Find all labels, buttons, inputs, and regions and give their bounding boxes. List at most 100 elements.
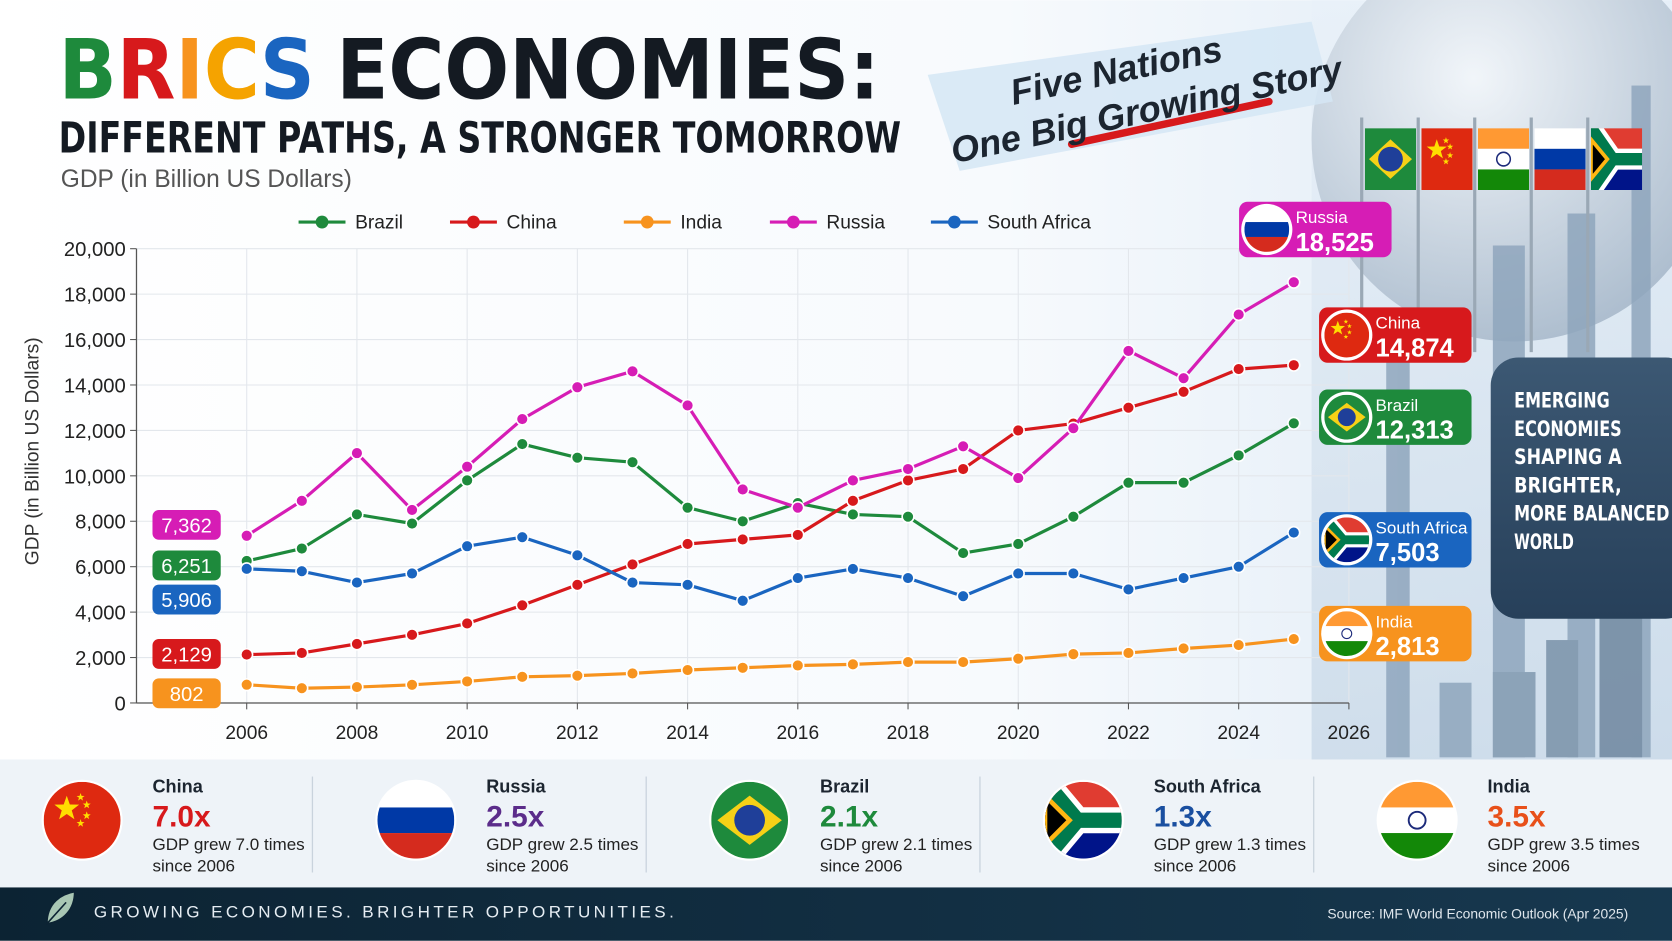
flag-part (1534, 169, 1586, 191)
card-multiplier: 2.1x (820, 801, 878, 834)
title-letter: R (117, 21, 176, 118)
card-multiplier: 1.3x (1154, 801, 1212, 834)
card-multiplier: 7.0x (152, 801, 210, 834)
data-point (846, 562, 860, 576)
building (1492, 672, 1536, 758)
flag (1590, 128, 1643, 191)
data-point (570, 380, 585, 394)
data-point (1066, 566, 1081, 581)
data-point (680, 537, 695, 551)
tagline-brush (927, 21, 1333, 171)
flag-part (1324, 626, 1370, 642)
footer-bar (0, 887, 1672, 941)
start-label-box (152, 678, 221, 709)
data-point (570, 669, 585, 683)
legend-marker (467, 215, 480, 229)
x-tick-label: 2024 (1217, 723, 1260, 744)
data-point (846, 507, 860, 522)
flag-part (1442, 137, 1450, 144)
flag-part (1244, 207, 1290, 223)
y-tick-label: 2,000 (75, 648, 126, 670)
flag (1324, 517, 1370, 563)
flag (1378, 781, 1456, 859)
start-label: 7,362 (161, 515, 212, 537)
data-point (956, 439, 970, 453)
data-point (570, 450, 585, 465)
side-note-line: ECONOMIES (1514, 417, 1621, 442)
flag-part (1590, 128, 1643, 191)
flag (1534, 128, 1586, 191)
flag (1421, 128, 1473, 191)
y-tick-label: 4,000 (75, 603, 126, 625)
flag-part (1324, 312, 1370, 358)
legend-label: Brazil (355, 212, 403, 233)
card-text: GDP grew 3.5 times (1488, 835, 1640, 854)
data-point (240, 529, 254, 543)
start-label-box (152, 550, 221, 581)
flag-part (1534, 128, 1586, 149)
unit-label: GDP (in Billion US Dollars) (61, 166, 352, 193)
legend-label: China (507, 212, 557, 233)
side-note-box (1490, 357, 1672, 619)
x-tick-label: 2010 (446, 723, 489, 744)
data-point (736, 482, 750, 497)
end-label-name: India (1376, 612, 1413, 631)
data-point (901, 510, 915, 524)
data-point (1287, 525, 1301, 540)
data-point (405, 516, 419, 531)
side-note-line: MORE BALANCED (1514, 502, 1669, 527)
end-label-value: 14,874 (1376, 334, 1455, 362)
data-point (350, 575, 364, 590)
data-point (1287, 275, 1301, 289)
data-point (1121, 582, 1136, 597)
end-label-name: Brazil (1376, 396, 1419, 415)
data-point (515, 670, 529, 684)
card-text: GDP grew 2.5 times (486, 835, 638, 854)
flag-part (1446, 151, 1454, 159)
flag-part (1477, 128, 1530, 149)
title-letter: C (204, 21, 260, 118)
building (1439, 682, 1472, 758)
flag-part (1045, 790, 1073, 851)
end-label-name: China (1376, 314, 1421, 333)
flag (1324, 394, 1370, 440)
data-point (901, 462, 915, 476)
title: BRICS ECONOMIES: (59, 21, 880, 118)
flag-part (1343, 334, 1349, 339)
start-label: 5,906 (161, 590, 212, 612)
data-point (295, 681, 309, 695)
legend-label: South Africa (987, 212, 1091, 233)
card-text: since 2006 (820, 856, 902, 875)
legend-label: Russia (826, 212, 885, 233)
card-country: India (1488, 777, 1531, 797)
y-tick-label: 18,000 (64, 285, 126, 307)
card-multiplier: 3.5x (1488, 801, 1546, 834)
data-point (460, 539, 474, 553)
flag-part (54, 795, 80, 820)
flag-part (1244, 236, 1290, 252)
data-point (240, 562, 254, 576)
data-point (570, 548, 585, 562)
side-note-line: BRIGHTER, (1514, 473, 1621, 498)
start-label: 6,251 (161, 556, 212, 578)
data-point (240, 647, 254, 662)
flag (377, 781, 455, 859)
data-point (1121, 401, 1136, 415)
data-point (625, 666, 640, 681)
end-label-value: 2,813 (1376, 633, 1440, 661)
card-text: GDP grew 7.0 times (152, 835, 304, 854)
data-point (1232, 307, 1246, 322)
data-point (350, 637, 364, 651)
flag (1244, 207, 1290, 252)
legend-label: India (680, 212, 722, 233)
title-letter: S (260, 21, 315, 118)
data-point (791, 528, 805, 542)
card-text: GDP grew 2.1 times (820, 835, 972, 854)
series-line (246, 637, 1294, 690)
data-point (791, 571, 805, 585)
flag-part (1426, 139, 1447, 159)
x-tick-label: 2020 (997, 723, 1040, 744)
card-text: GDP grew 1.3 times (1154, 835, 1306, 854)
flag-part (1421, 128, 1473, 191)
data-point (736, 514, 750, 528)
